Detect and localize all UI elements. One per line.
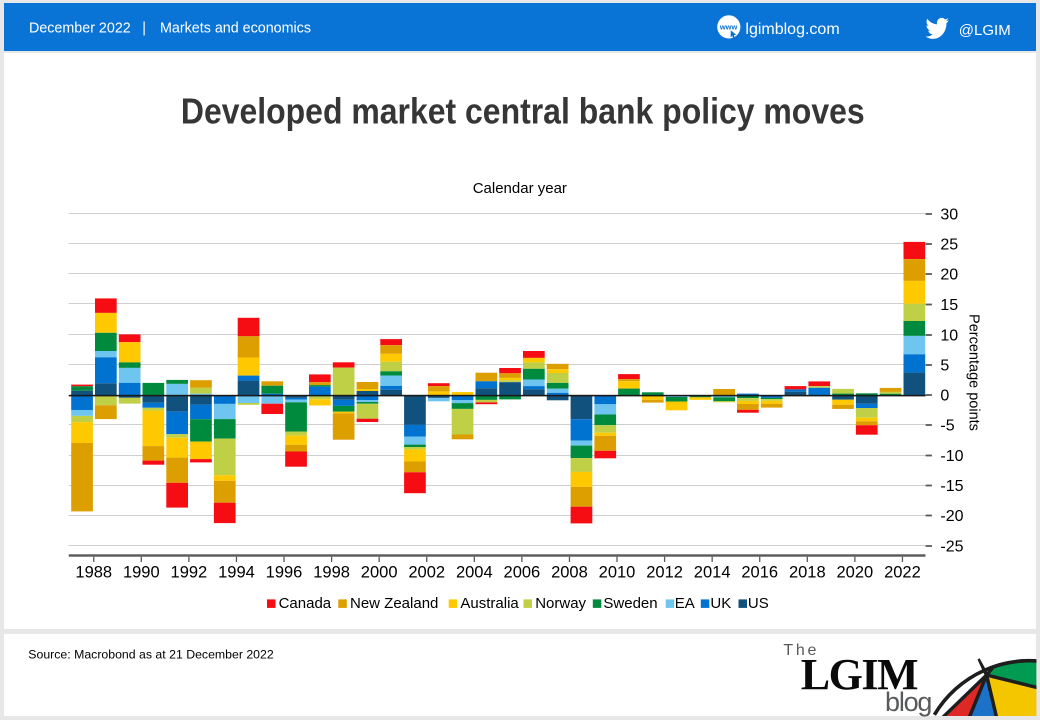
svg-text:1994: 1994 — [218, 564, 255, 582]
svg-text:-5: -5 — [940, 418, 954, 435]
svg-text:Percentage points: Percentage points — [966, 314, 982, 431]
svg-text:@LGIM: @LGIM — [959, 22, 1011, 39]
svg-text:2016: 2016 — [741, 564, 778, 582]
svg-text:1990: 1990 — [123, 564, 160, 582]
svg-text:|: | — [142, 20, 146, 36]
svg-text:1998: 1998 — [313, 564, 350, 582]
svg-text:EA: EA — [675, 595, 695, 612]
svg-text:New Zealand: New Zealand — [350, 595, 438, 612]
svg-text:2014: 2014 — [694, 564, 731, 582]
svg-text:Sweden: Sweden — [603, 595, 657, 612]
svg-text:2018: 2018 — [789, 564, 826, 582]
svg-text:Source: Macrobond as at 21 Dec: Source: Macrobond as at 21 December 2022 — [28, 647, 274, 661]
svg-text:-15: -15 — [940, 478, 963, 495]
svg-text:The: The — [783, 642, 819, 659]
svg-text:2020: 2020 — [837, 564, 874, 582]
svg-text:2008: 2008 — [551, 564, 588, 582]
svg-text:-25: -25 — [940, 539, 963, 556]
svg-text:5: 5 — [940, 358, 949, 375]
svg-text:December 2022: December 2022 — [29, 20, 131, 36]
svg-text:2012: 2012 — [646, 564, 683, 582]
svg-text:Markets and economics: Markets and economics — [160, 20, 311, 36]
svg-text:2004: 2004 — [456, 564, 493, 582]
svg-text:UK: UK — [710, 595, 731, 612]
svg-text:2022: 2022 — [884, 564, 921, 582]
svg-text:2000: 2000 — [361, 564, 398, 582]
svg-text:15: 15 — [940, 297, 958, 314]
svg-text:Developed market central bank: Developed market central bank policy mov… — [181, 92, 865, 132]
svg-text:20: 20 — [940, 267, 958, 284]
svg-text:10: 10 — [940, 328, 958, 345]
svg-text:US: US — [748, 595, 769, 612]
svg-text:-10: -10 — [940, 448, 963, 465]
svg-text:Norway: Norway — [535, 595, 586, 612]
svg-text:Calendar year: Calendar year — [473, 180, 567, 197]
svg-text:25: 25 — [940, 237, 958, 254]
svg-text:2002: 2002 — [408, 564, 445, 582]
svg-text:LGIM: LGIM — [801, 650, 918, 699]
svg-text:www: www — [719, 22, 738, 31]
svg-text:1992: 1992 — [171, 564, 208, 582]
svg-text:2006: 2006 — [504, 564, 541, 582]
svg-text:Canada: Canada — [279, 595, 332, 612]
svg-text:Australia: Australia — [460, 595, 519, 612]
svg-text:1988: 1988 — [75, 564, 112, 582]
svg-text:0: 0 — [940, 388, 949, 405]
svg-text:30: 30 — [940, 207, 958, 224]
svg-text:blog: blog — [885, 687, 931, 717]
svg-text:lgimblog.com: lgimblog.com — [745, 21, 839, 38]
svg-text:1996: 1996 — [266, 564, 303, 582]
svg-text:-20: -20 — [940, 508, 963, 525]
svg-text:2010: 2010 — [599, 564, 636, 582]
